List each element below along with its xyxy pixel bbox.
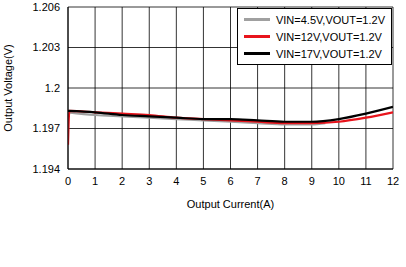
html-text:VIN=12V,VOUT=1.2V: VIN=12V,VOUT=1.2V xyxy=(276,30,382,43)
svg-text:11: 11 xyxy=(360,175,371,187)
svg-text:10: 10 xyxy=(333,175,345,187)
svg-text:1.203: 1.203 xyxy=(32,41,60,53)
html-text:VIN=4.5V,VOUT=1.2V: VIN=4.5V,VOUT=1.2V xyxy=(276,13,385,26)
svg-text:8: 8 xyxy=(282,175,288,187)
svg-text:5: 5 xyxy=(200,175,206,187)
svg-text:1.194: 1.194 xyxy=(32,163,60,175)
svg-text:1.206: 1.206 xyxy=(32,1,60,13)
html-text:VIN=17V,VOUT=1.2V: VIN=17V,VOUT=1.2V xyxy=(276,47,382,60)
svg-text:Output Current(A): Output Current(A) xyxy=(187,198,274,210)
svg-text:6: 6 xyxy=(227,175,233,187)
svg-text:1: 1 xyxy=(92,175,98,187)
svg-text:0: 0 xyxy=(65,175,71,187)
svg-text:1.197: 1.197 xyxy=(32,122,60,134)
svg-text:4: 4 xyxy=(173,175,179,187)
svg-text:12: 12 xyxy=(387,175,398,187)
svg-text:2: 2 xyxy=(119,175,125,187)
svg-text:1.2: 1.2 xyxy=(45,82,60,94)
svg-text:Output Voltage(V): Output Voltage(V) xyxy=(8,44,14,131)
svg-text:9: 9 xyxy=(309,175,315,187)
svg-text:7: 7 xyxy=(255,175,261,187)
svg-text:3: 3 xyxy=(146,175,152,187)
